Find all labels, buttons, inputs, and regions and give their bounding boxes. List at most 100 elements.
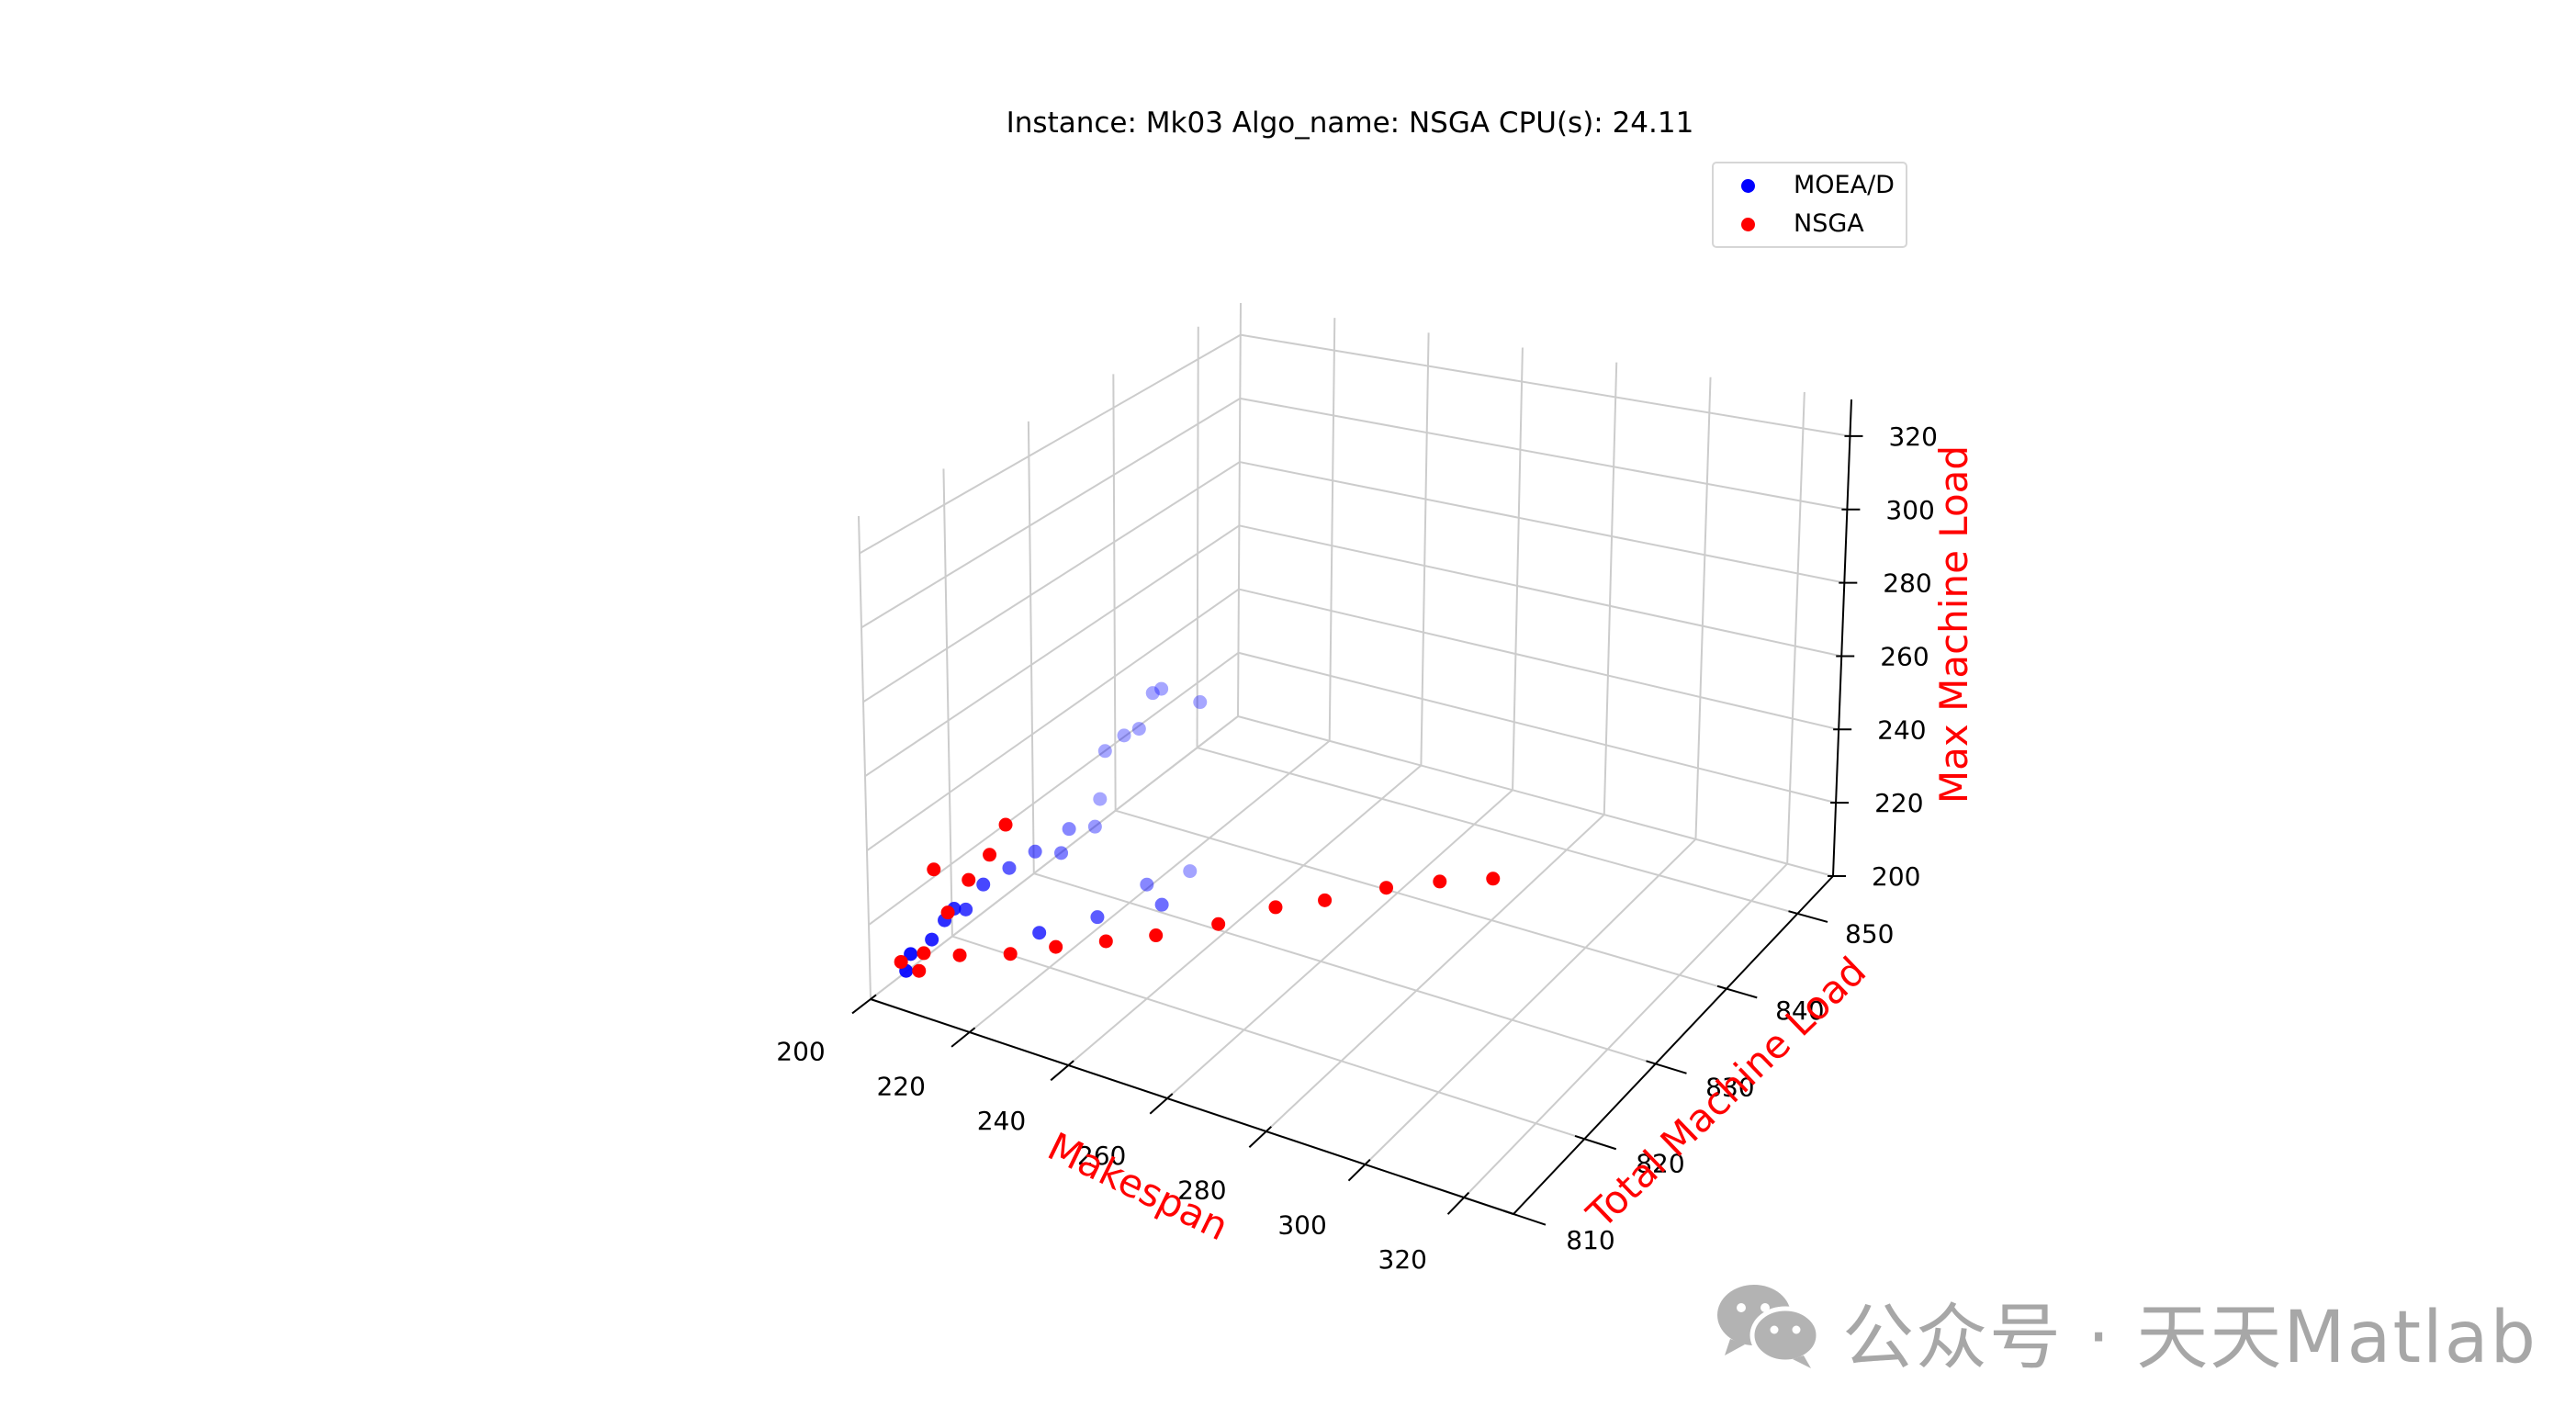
grid-line-z-back [1240,333,1850,437]
legend-label-moead: MOEA/D [1794,171,1895,199]
watermark-text: 公众号 · 天天Matlab [1842,1297,2538,1379]
y-tick [1788,910,1828,923]
grid-line-y-floor [1197,747,1798,915]
data-point-moead [1097,744,1112,759]
y-tick-label: 810 [1566,1225,1614,1255]
x-tick [1149,1093,1174,1115]
data-point-moead [1131,722,1146,737]
grid-line-z-back [1240,397,1848,511]
data-point-moead [1087,819,1102,834]
y-tick-label: 830 [1705,1072,1754,1102]
data-point-moead [1062,822,1076,837]
z-tick-label: 300 [1885,495,1934,525]
grid-line-z-side [859,333,1242,555]
x-tick-label: 220 [876,1071,925,1101]
grid-line-z-side [866,588,1240,851]
y-tick [1574,1134,1617,1151]
y-tick-label: 850 [1845,919,1894,950]
data-point-moead [1154,897,1169,912]
data-point-moead [1183,864,1198,879]
data-point-nsga [983,848,997,862]
z-tick-label: 260 [1880,641,1929,671]
grid-line-x-floor [1067,764,1423,1066]
data-point-nsga [962,872,976,887]
y-tick-label: 820 [1636,1149,1684,1179]
data-point-nsga [1211,917,1226,931]
x-tick-label: 240 [977,1106,1026,1136]
y-axis-line [1513,875,1834,1215]
grid-line-z-side [862,461,1241,703]
y-tick [1503,1209,1547,1226]
grid-line-x-back [1420,332,1430,766]
grid-line-x-back [1237,302,1242,717]
grid-line-z-back [1238,651,1837,804]
legend-label-nsga: NSGA [1794,209,1864,238]
z-tick-label: 200 [1872,861,1920,892]
legend-marker-moead [1741,179,1755,193]
data-point-nsga [912,963,927,978]
grid-line-z-back [1238,588,1839,731]
data-point-moead [1090,910,1105,925]
grid-line-z-side [864,524,1240,778]
legend-item-nsga: NSGA [1714,206,1906,242]
grid-line-y-side [1112,374,1117,811]
z-tick-label: 240 [1877,714,1926,745]
grid-line-x-floor [1166,789,1513,1099]
data-point-nsga [998,817,1013,832]
data-point-nsga [1149,928,1164,943]
data-point-moead [904,947,918,962]
x-tick [1347,1158,1371,1182]
data-point-nsga [1098,934,1113,949]
y-tick [1716,984,1758,999]
grid-line-x-floor [1463,862,1788,1198]
y-axis-label: Total Machine Load [1578,949,1874,1238]
data-point-moead [1117,728,1131,743]
data-points [894,681,1501,978]
grid-line-y-side [858,515,872,1000]
data-point-nsga [1486,872,1501,886]
x-tick [1446,1191,1470,1215]
x-tick-label: 320 [1378,1244,1427,1275]
data-point-moead [1032,926,1047,940]
data-point-nsga [1049,939,1063,954]
chart-title: Instance: Mk03 Algo_name: NSGA CPU(s): 2… [1007,107,1694,140]
grid-line-y-side [1027,421,1035,874]
wechat-icon [1717,1285,1821,1368]
grid-line-x-floor [1364,838,1697,1165]
y-tick [1646,1060,1687,1074]
grid-line-x-back [1786,391,1805,864]
grid-line-x-back [1694,377,1712,839]
data-point-moead [959,902,973,917]
z-tick-label: 320 [1888,422,1937,452]
x-tick [851,994,877,1015]
z-tick-label: 280 [1883,568,1931,599]
data-point-nsga [927,862,941,877]
x-tick [1050,1060,1074,1082]
grid-line-z-side [861,397,1241,629]
x-tick-label: 280 [1177,1175,1226,1206]
grid-line-x-back [1328,318,1336,741]
legend-item-moead: MOEA/D [1714,167,1906,204]
data-point-nsga [940,905,955,920]
data-point-nsga [894,954,908,969]
data-point-nsga [1003,947,1018,962]
grid-line-y-side [942,468,953,937]
x-tick [951,1027,976,1048]
data-point-nsga [1379,881,1394,895]
grid-line-z-side [870,715,1239,1000]
y-tick-label: 840 [1775,995,1824,1026]
data-point-moead [1054,846,1069,860]
grid-line-z-side [868,651,1240,926]
data-point-nsga [917,946,931,961]
grid-line-z-back [1239,524,1842,658]
z-tick-label: 220 [1874,788,1923,818]
legend: MOEA/D NSGA [1712,162,1907,248]
data-point-moead [976,877,991,892]
data-point-nsga [1433,874,1447,889]
axes: 200 220 240 260 280 300 320 810 820 830 840 850 200 2… [776,399,1938,1275]
grid-line-z-back [1237,715,1834,877]
grid-line-x-back [1603,362,1618,815]
data-point-moead [1193,695,1208,710]
grid-lines [858,302,1850,1215]
